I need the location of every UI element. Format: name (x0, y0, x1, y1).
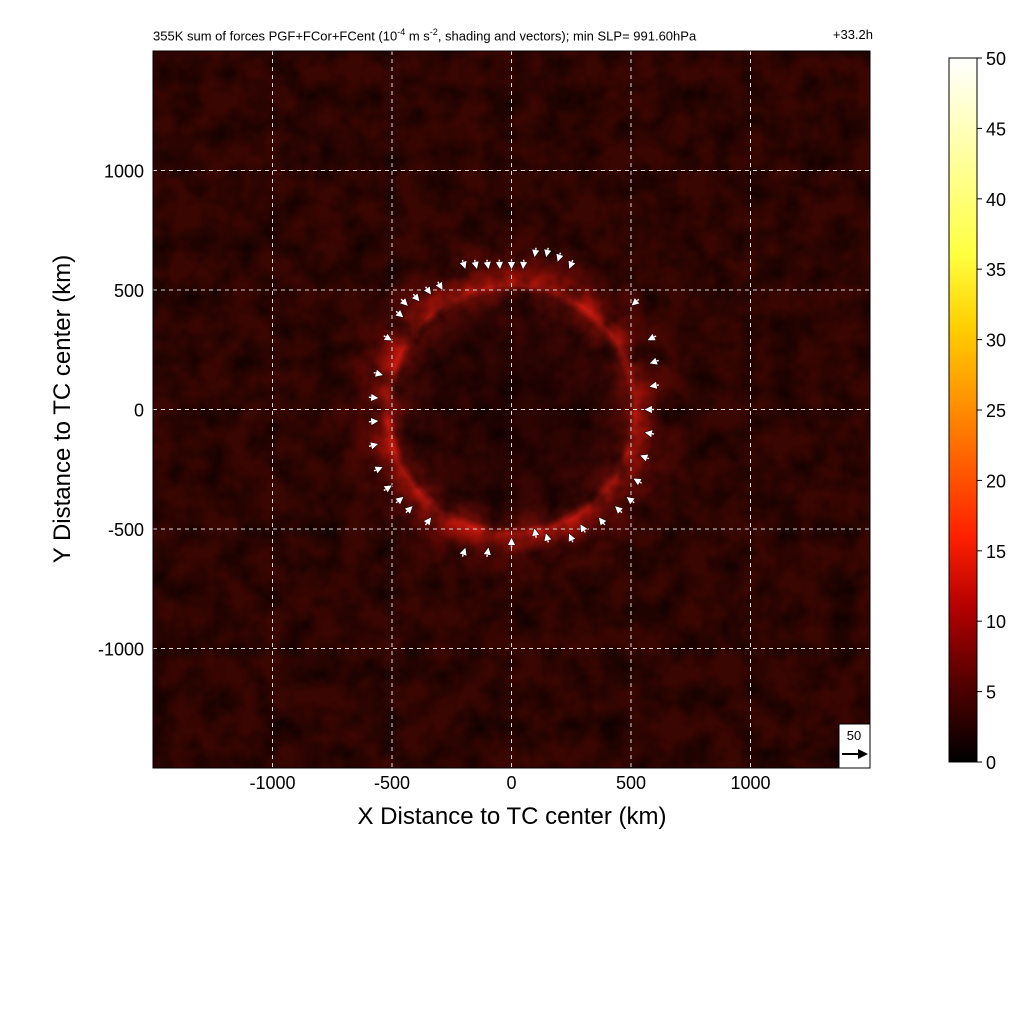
force-vector (462, 259, 464, 268)
force-vector (487, 259, 488, 268)
force-vector (368, 397, 377, 398)
force-vector (406, 507, 412, 513)
title-text: 355K sum of forces PGF+FCor+FCent (10-4 … (153, 27, 696, 43)
force-vector (487, 549, 488, 557)
heatmap-field (153, 51, 870, 768)
title-main: 355K sum of forces PGF+FCor+FCent (10 (153, 28, 398, 44)
force-vector (646, 433, 655, 434)
title-mid: m s (405, 28, 430, 44)
title-sup1: -4 (397, 27, 406, 37)
y-axis-label: Y Distance to TC center (km) (49, 255, 76, 564)
force-vector (475, 259, 477, 268)
force-vector (628, 498, 634, 503)
field-texture (153, 51, 870, 768)
force-vector (523, 259, 524, 268)
colorbar-tick-label: 45 (986, 119, 1006, 139)
reference-label: 50 (847, 728, 861, 743)
plot-frame (152, 50, 871, 769)
force-vector (616, 507, 622, 512)
colorbar-tick-label: 5 (986, 683, 996, 703)
force-vector (373, 468, 381, 471)
x-tick-label: 0 (506, 773, 516, 793)
force-vector (368, 421, 377, 422)
colorbar: 0 5 10 15 20 25 30 35 40 45 50 (948, 49, 1006, 773)
colorbar-tick-label: 0 (986, 753, 996, 773)
reference-box (838, 723, 871, 769)
x-tick-label: -1000 (249, 773, 295, 793)
title-sup2: -2 (429, 27, 438, 37)
force-vector (635, 479, 642, 483)
y-tick-label: 500 (114, 281, 144, 301)
colorbar-tick-label: 15 (986, 542, 1006, 562)
force-vector (373, 373, 382, 375)
force-vector (633, 299, 639, 304)
force-vector (368, 444, 377, 446)
title-tail: , shading and vectors); min SLP= 991.60h… (437, 28, 697, 44)
force-vector (570, 259, 573, 267)
force-vector (651, 360, 659, 363)
force-vector (546, 535, 548, 543)
colorbar-tick-label: 10 (986, 612, 1006, 632)
x-tick-labels: -1000 -500 0 500 1000 (249, 773, 770, 793)
force-vector (426, 287, 431, 294)
force-vector (499, 259, 500, 268)
x-tick-label: -500 (374, 773, 410, 793)
force-vector (570, 535, 573, 543)
valid-time: +33.2h (832, 27, 873, 42)
force-vectors (368, 247, 659, 557)
colorbar-tick-label: 30 (986, 331, 1006, 351)
force-vector (384, 486, 391, 490)
force-vector (438, 281, 442, 289)
colorbar-tick-label: 40 (986, 190, 1006, 210)
y-tick-label: 1000 (104, 162, 144, 182)
colorbar-scale (948, 57, 978, 763)
force-vector (546, 247, 548, 256)
colorbar-tick-label: 50 (986, 49, 1006, 69)
colorbar-ticks: 0 5 10 15 20 25 30 35 40 45 50 (977, 49, 1006, 773)
y-tick-label: -1000 (98, 640, 144, 660)
force-vector (462, 549, 465, 557)
y-tick-label: -500 (108, 520, 144, 540)
force-vector (535, 247, 536, 256)
force-vector (425, 519, 430, 525)
y-tick-label: 0 (134, 401, 144, 421)
x-tick-label: 500 (616, 773, 646, 793)
force-vector (413, 294, 418, 300)
reference-vector-box: 50 (838, 723, 871, 769)
colorbar-tick-label: 25 (986, 401, 1006, 421)
force-vector (558, 252, 560, 261)
force-vector (642, 456, 650, 459)
force-vector (383, 336, 391, 340)
chart-title: 355K sum of forces PGF+FCor+FCent (10-4 … (153, 27, 873, 45)
x-tick-label: 1000 (730, 773, 770, 793)
force-vector (535, 530, 537, 538)
force-vector (581, 526, 585, 533)
force-vector (396, 498, 402, 503)
x-axis-label: X Distance to TC center (km) (358, 803, 667, 830)
force-vector (401, 299, 407, 305)
colorbar-tick-label: 35 (986, 260, 1006, 280)
colorbar-tick-label: 20 (986, 471, 1006, 491)
force-vector (649, 336, 657, 340)
force-vector (600, 519, 605, 525)
force-vector (651, 385, 659, 386)
force-vector (396, 311, 402, 316)
y-tick-labels: -1000 -500 0 500 1000 (98, 162, 144, 660)
